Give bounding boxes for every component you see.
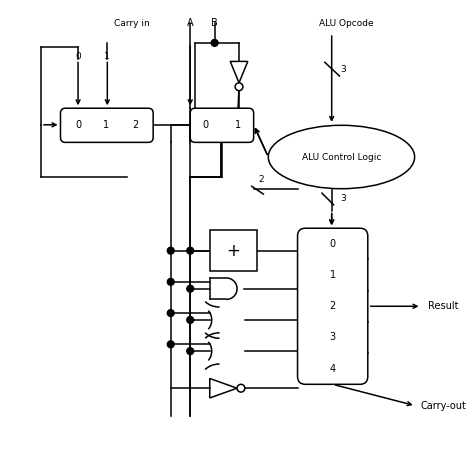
Text: 1: 1 [103, 120, 109, 130]
Text: 1: 1 [329, 270, 336, 280]
Text: 2: 2 [132, 120, 139, 130]
Circle shape [187, 348, 194, 355]
Text: 2: 2 [329, 301, 336, 311]
Text: +: + [226, 242, 240, 260]
Circle shape [167, 247, 174, 254]
Text: Result: Result [428, 301, 459, 311]
Text: 0: 0 [75, 120, 81, 130]
Circle shape [167, 278, 174, 285]
Text: ALU Opcode: ALU Opcode [319, 19, 374, 28]
Text: B: B [211, 18, 218, 28]
Circle shape [167, 310, 174, 317]
FancyBboxPatch shape [298, 228, 368, 384]
Circle shape [237, 384, 245, 392]
Text: 0: 0 [75, 52, 81, 61]
Text: 3: 3 [340, 194, 346, 203]
Text: 0: 0 [203, 120, 209, 130]
Circle shape [187, 247, 194, 254]
Text: 1: 1 [235, 120, 241, 130]
Text: A: A [187, 18, 193, 28]
Circle shape [187, 285, 194, 292]
Circle shape [187, 317, 194, 323]
Text: 4: 4 [329, 364, 336, 374]
Circle shape [211, 39, 218, 46]
Text: ALU Control Logic: ALU Control Logic [302, 153, 381, 162]
Text: 3: 3 [329, 332, 336, 343]
FancyBboxPatch shape [61, 108, 153, 142]
FancyBboxPatch shape [190, 108, 254, 142]
Text: 3: 3 [340, 65, 346, 73]
Bar [210, 230, 256, 271]
Text: Carry-out: Carry-out [420, 401, 466, 411]
Circle shape [235, 83, 243, 91]
Text: 2: 2 [259, 175, 264, 184]
Text: 1: 1 [104, 52, 110, 61]
Text: 0: 0 [329, 239, 336, 249]
Circle shape [167, 341, 174, 348]
Text: Carry in: Carry in [114, 19, 150, 28]
